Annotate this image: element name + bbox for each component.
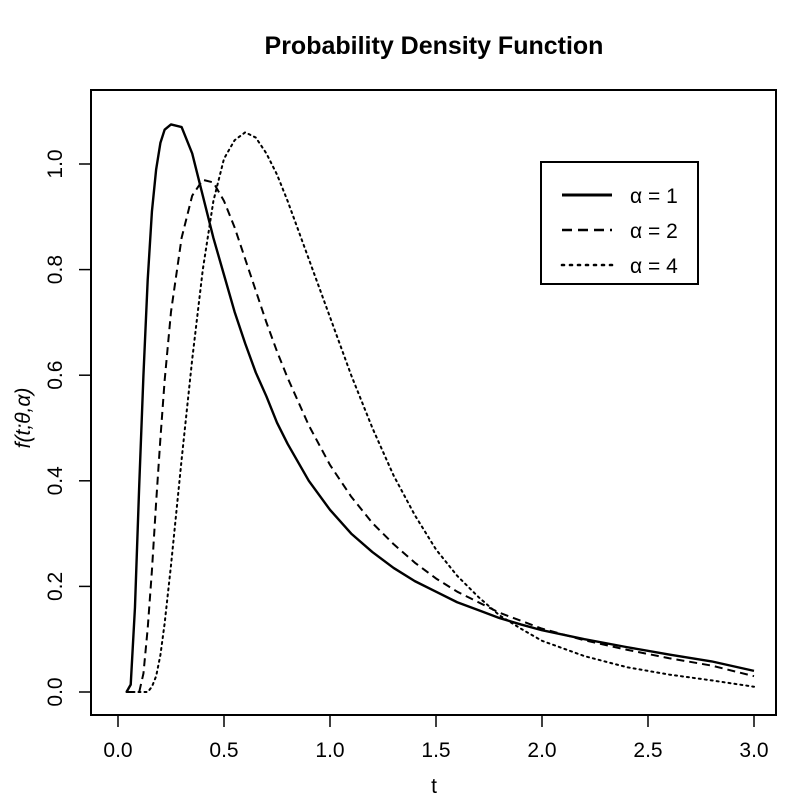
series-layer (125, 123, 755, 693)
x-tick-label: 0.5 (209, 739, 238, 762)
x-tick-label: 0.0 (103, 739, 132, 762)
legend-box (540, 161, 699, 285)
y-axis-label: f(t;θ,α) (12, 388, 35, 449)
legend-label-3: α = 4 (630, 255, 678, 278)
legend-label-1: α = 1 (630, 185, 678, 208)
legend-label-2: α = 2 (630, 220, 678, 243)
x-tick-label: 3.0 (739, 739, 768, 762)
x-axis-label: t (431, 775, 437, 798)
y-tick-label: 0.2 (44, 572, 67, 601)
x-tick-label: 1.5 (421, 739, 450, 762)
y-axis: 0.0 0.2 0.4 0.6 0.8 1.0 (44, 149, 92, 707)
legend: α = 1 α = 2 α = 4 (540, 161, 699, 285)
y-tick-label: 0.0 (44, 677, 67, 706)
x-axis: 0.0 0.5 1.0 1.5 2.0 2.5 3.0 (103, 714, 769, 762)
x-tick-label: 2.0 (527, 739, 556, 762)
series-line-3 (125, 131, 755, 693)
y-tick-label: 0.6 (44, 361, 67, 390)
series-line-1 (125, 123, 755, 693)
chart-title: Probability Density Function (265, 32, 604, 60)
y-tick-label: 0.8 (44, 255, 67, 284)
y-tick-label: 1.0 (44, 149, 67, 178)
x-tick-label: 1.0 (315, 739, 344, 762)
y-tick-label: 0.4 (44, 466, 67, 496)
series-line-2 (126, 178, 755, 693)
legend-items: α = 1 α = 2 α = 4 (560, 185, 678, 278)
x-tick-label: 2.5 (633, 739, 662, 762)
